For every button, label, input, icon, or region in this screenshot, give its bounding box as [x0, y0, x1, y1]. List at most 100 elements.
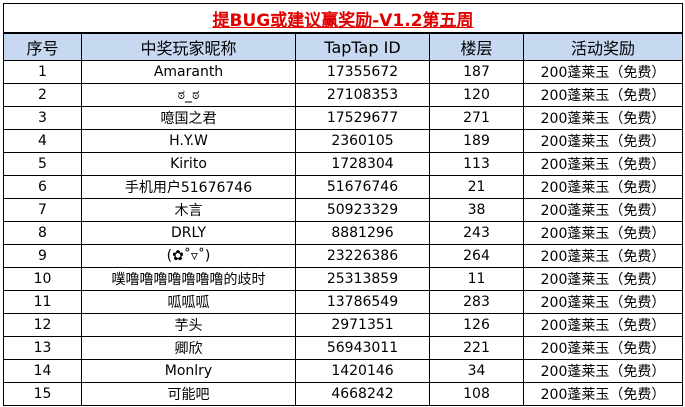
- table-cell: 木言: [81, 198, 296, 222]
- table-cell: 2360105: [295, 129, 430, 153]
- table-cell: 200蓬莱玉（免费）: [522, 290, 684, 314]
- table-cell: 11: [3, 290, 82, 314]
- table-cell: 120: [429, 83, 524, 107]
- table-cell: 34: [429, 359, 524, 383]
- table-cell: 200蓬莱玉（免费）: [522, 83, 684, 107]
- table-cell: 200蓬莱玉（免费）: [522, 313, 684, 337]
- table-cell: 56943011: [295, 336, 430, 360]
- table-cell: 8881296: [295, 221, 430, 245]
- table-cell: Monlry: [81, 359, 296, 383]
- table-cell: H.Y.W: [81, 129, 296, 153]
- table-cell: 108: [429, 382, 524, 406]
- table-cell: 2: [3, 83, 82, 107]
- table-cell: 25313859: [295, 267, 430, 291]
- table-cell: 9: [3, 244, 82, 268]
- table-cell: 50923329: [295, 198, 430, 222]
- table-cell: 200蓬莱玉（免费）: [522, 106, 684, 130]
- table-cell: 7: [3, 198, 82, 222]
- table-cell: 8: [3, 221, 82, 245]
- header-row: 序号 中奖玩家昵称 TapTap ID 楼层 活动奖励: [3, 32, 684, 61]
- table-cell: 1: [3, 60, 82, 84]
- table-cell: 271: [429, 106, 524, 130]
- table-cell: 手机用户51676746: [81, 175, 296, 199]
- table-cell: 200蓬莱玉（免费）: [522, 221, 684, 245]
- table-cell: 噫国之君: [81, 106, 296, 130]
- table-cell: 27108353: [295, 83, 430, 107]
- sheet: 提BUG或建议赢奖励-V1.2第五周 序号 中奖玩家昵称 TapTap ID 楼层 活动…: [2, 3, 684, 406]
- table-cell: 200蓬莱玉（免费）: [522, 129, 684, 153]
- table-cell: 23226386: [295, 244, 430, 268]
- table-cell: 17355672: [295, 60, 430, 84]
- table-cell: 51676746: [295, 175, 430, 199]
- table-cell: 200蓬莱玉（免费）: [522, 267, 684, 291]
- table-cell: 4668242: [295, 382, 430, 406]
- table-cell: 3: [3, 106, 82, 130]
- table-row: 1 Amaranth 17355672 187 200蓬莱玉（免费）: [3, 60, 684, 84]
- table-cell: 13786549: [295, 290, 430, 314]
- table-cell: 243: [429, 221, 524, 245]
- table-cell: 可能吧: [81, 382, 296, 406]
- table-row: 15 可能吧 4668242 108 200蓬莱玉（免费）: [3, 382, 684, 406]
- table-cell: 200蓬莱玉（免费）: [522, 382, 684, 406]
- table-cell: 283: [429, 290, 524, 314]
- table-cell: 10: [3, 267, 82, 291]
- table-cell: 14: [3, 359, 82, 383]
- table-row: 8 DRLY 8881296 243 200蓬莱玉（免费）: [3, 221, 684, 245]
- column-header: 中奖玩家昵称: [81, 32, 296, 61]
- column-header: 活动奖励: [522, 32, 684, 61]
- table-row: 13 卿欣 56943011 221 200蓬莱玉（免费）: [3, 336, 684, 360]
- table-cell: DRLY: [81, 221, 296, 245]
- table-cell: 187: [429, 60, 524, 84]
- table-row: 2 ಠ_ಠ 27108353 120 200蓬莱玉（免费）: [3, 83, 684, 107]
- table-cell: 200蓬莱玉（免费）: [522, 175, 684, 199]
- table-cell: 221: [429, 336, 524, 360]
- table-cell: 200蓬莱玉（免费）: [522, 336, 684, 360]
- table-cell: 噗噜噜噜噜噜噜噜的歧时: [81, 267, 296, 291]
- table-cell: 113: [429, 152, 524, 176]
- table-cell: 200蓬莱玉（免费）: [522, 152, 684, 176]
- table-cell: 15: [3, 382, 82, 406]
- table-cell: 4: [3, 129, 82, 153]
- table-row: 4 H.Y.W 2360105 189 200蓬莱玉（免费）: [3, 129, 684, 153]
- table-cell: 38: [429, 198, 524, 222]
- table-cell: 21: [429, 175, 524, 199]
- reward-table: 提BUG或建议赢奖励-V1.2第五周 序号 中奖玩家昵称 TapTap ID 楼层 活动…: [2, 3, 684, 406]
- column-header: 楼层: [429, 32, 524, 61]
- table-cell: 126: [429, 313, 524, 337]
- table-cell: 12: [3, 313, 82, 337]
- table-cell: 1728304: [295, 152, 430, 176]
- table-cell: Amaranth: [81, 60, 296, 84]
- column-header: TapTap ID: [295, 32, 430, 61]
- table-row: 12 芋头 2971351 126 200蓬莱玉（免费）: [3, 313, 684, 337]
- table-cell: (✿˚▿˚): [81, 244, 296, 268]
- table-row: 7 木言 50923329 38 200蓬莱玉（免费）: [3, 198, 684, 222]
- table-row: 11 呱呱呱 13786549 283 200蓬莱玉（免费）: [3, 290, 684, 314]
- table-cell: 呱呱呱: [81, 290, 296, 314]
- table-title: 提BUG或建议赢奖励-V1.2第五周: [2, 3, 684, 34]
- table-row: 14 Monlry 1420146 34 200蓬莱玉（免费）: [3, 359, 684, 383]
- table-cell: ಠ_ಠ: [81, 83, 296, 107]
- table-cell: 13: [3, 336, 82, 360]
- table-row: 6 手机用户51676746 51676746 21 200蓬莱玉（免费）: [3, 175, 684, 199]
- table-row: 3 噫国之君 17529677 271 200蓬莱玉（免费）: [3, 106, 684, 130]
- table-cell: 2971351: [295, 313, 430, 337]
- table-cell: 200蓬莱玉（免费）: [522, 198, 684, 222]
- column-header: 序号: [3, 32, 82, 61]
- table-cell: 5: [3, 152, 82, 176]
- table-cell: 芋头: [81, 313, 296, 337]
- table-row: 9 (✿˚▿˚) 23226386 264 200蓬莱玉（免费）: [3, 244, 684, 268]
- table-cell: 200蓬莱玉（免费）: [522, 244, 684, 268]
- table-head: 提BUG或建议赢奖励-V1.2第五周 序号 中奖玩家昵称 TapTap ID 楼层 活动…: [2, 3, 684, 61]
- table-cell: 200蓬莱玉（免费）: [522, 60, 684, 84]
- table-cell: 189: [429, 129, 524, 153]
- table-row: 10 噗噜噜噜噜噜噜噜的歧时 25313859 11 200蓬莱玉（免费）: [3, 267, 684, 291]
- table-cell: 200蓬莱玉（免费）: [522, 359, 684, 383]
- table-body: 1 Amaranth 17355672 187 200蓬莱玉（免费） 2 ಠ_ಠ 271083…: [3, 60, 684, 406]
- table-row: 5 Kirito 1728304 113 200蓬莱玉（免费）: [3, 152, 684, 176]
- table-cell: 卿欣: [81, 336, 296, 360]
- table-cell: 6: [3, 175, 82, 199]
- table-cell: 1420146: [295, 359, 430, 383]
- table-cell: Kirito: [81, 152, 296, 176]
